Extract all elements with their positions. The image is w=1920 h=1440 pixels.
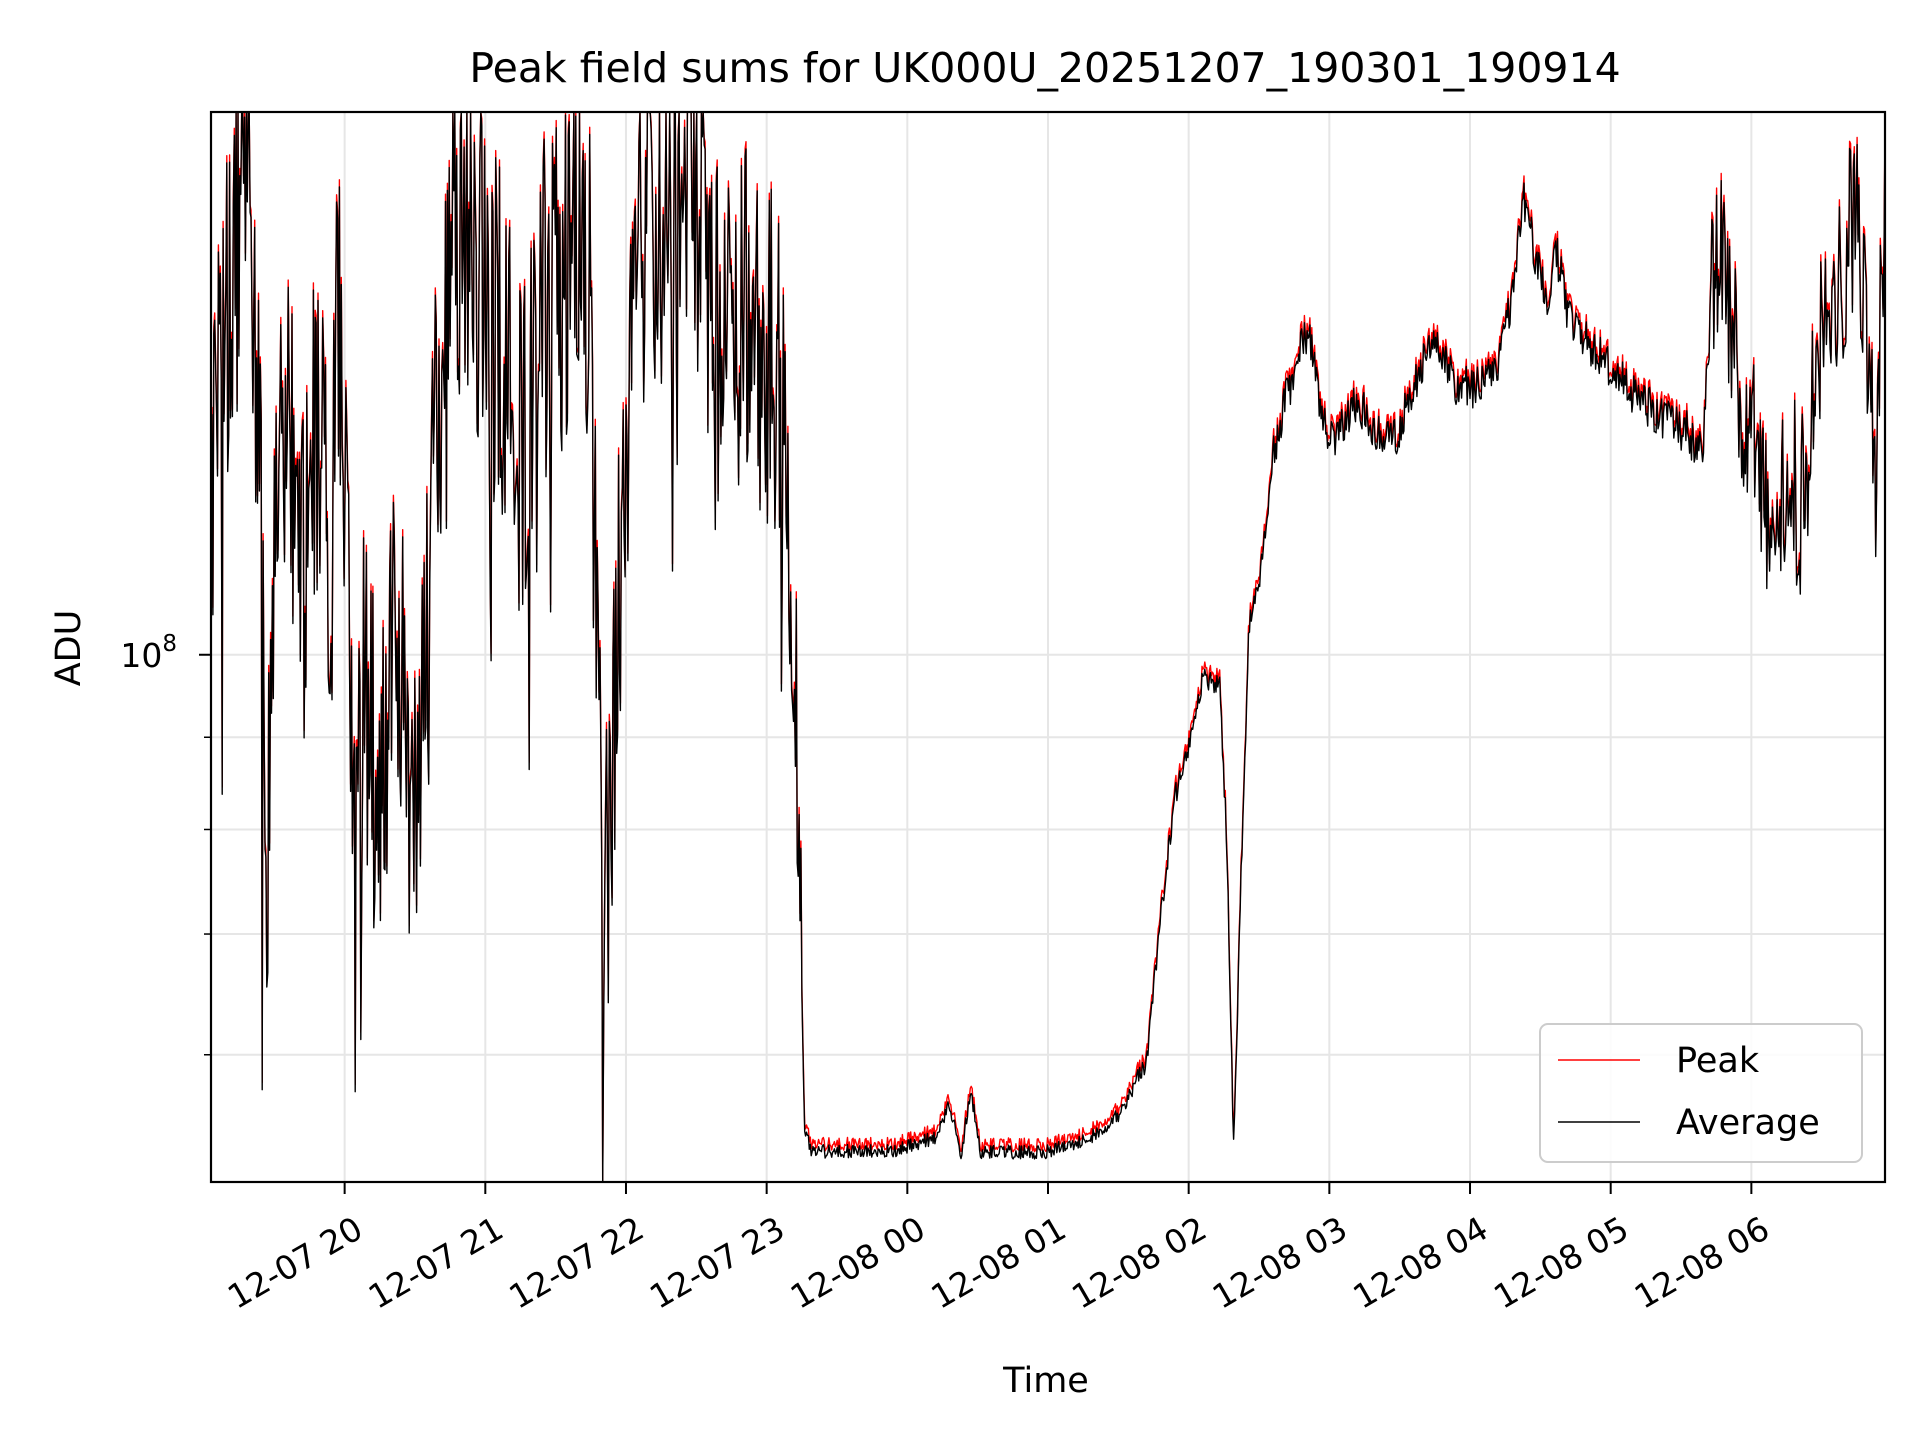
legend-peak-label: Peak	[1676, 1041, 1760, 1081]
chart-title: Peak field sums for UK000U_20251207_1903…	[469, 44, 1620, 92]
y-axis-ticks: 108	[120, 631, 211, 1056]
y-axis-label: ADU	[49, 610, 89, 687]
y-tick-label-exponent: 8	[162, 631, 177, 657]
series-line-average	[211, 112, 1885, 1182]
y-tick-label: 108	[120, 631, 177, 675]
y-tick-label-base: 10	[120, 636, 162, 675]
legend-box	[1539, 1023, 1863, 1163]
legend: Peak Average	[1539, 1023, 1863, 1163]
x-axis-label: Time	[1002, 1361, 1089, 1401]
legend-average-label: Average	[1676, 1103, 1820, 1143]
series-group	[211, 112, 1885, 1182]
